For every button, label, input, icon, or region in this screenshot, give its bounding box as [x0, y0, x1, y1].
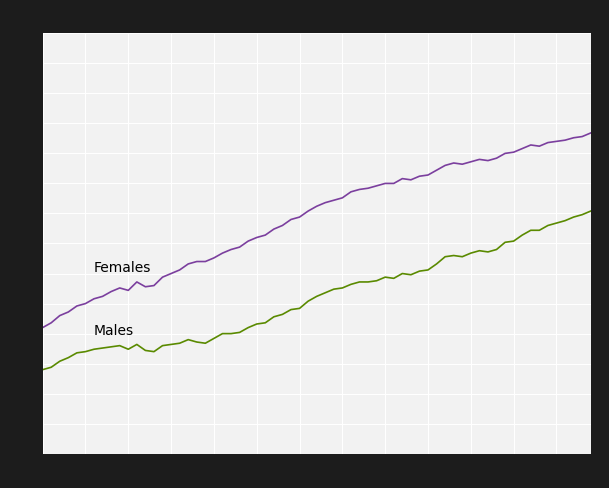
Text: Males: Males — [94, 323, 134, 337]
Text: Females: Females — [94, 261, 152, 275]
